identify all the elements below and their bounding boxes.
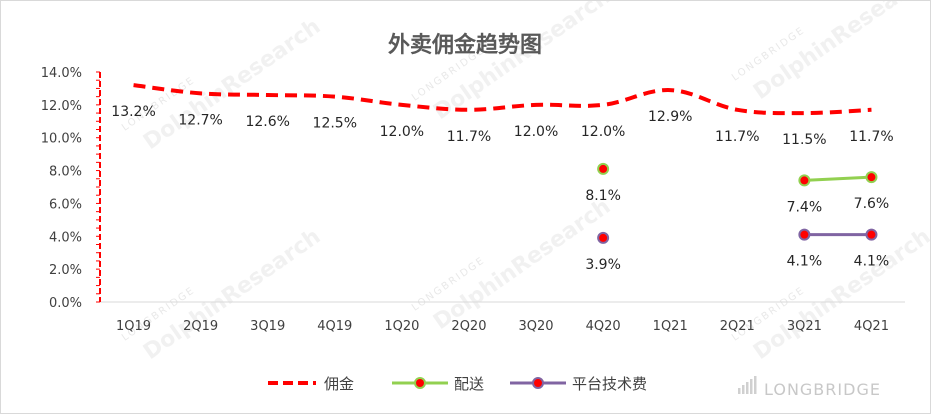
data-label-commission: 12.7%	[178, 112, 222, 128]
x-tick-label: 3Q21	[787, 319, 822, 334]
data-label-commission: 12.5%	[313, 116, 357, 132]
data-label-commission: 11.7%	[715, 129, 759, 145]
data-label-tech-fee: 4.1%	[787, 254, 823, 270]
y-tick-label: 12.0%	[41, 99, 82, 114]
x-tick-label: 4Q21	[854, 319, 889, 334]
legend-label-tech-fee: 平台技术费	[572, 375, 647, 393]
x-tick-label: 2Q20	[451, 319, 486, 334]
data-label-commission: 12.0%	[581, 124, 625, 140]
data-label-commission: 12.0%	[380, 124, 424, 140]
x-tick-label: 1Q19	[116, 319, 151, 334]
x-tick-label: 1Q20	[384, 319, 419, 334]
x-tick-label: 3Q20	[519, 319, 554, 334]
y-tick-label: 14.0%	[41, 66, 82, 81]
y-tick-label: 6.0%	[49, 197, 82, 212]
data-label-commission: 12.9%	[648, 109, 692, 125]
data-label-commission: 11.5%	[782, 132, 826, 148]
data-label-commission: 12.0%	[514, 124, 558, 140]
brand-logo-bar	[750, 379, 753, 394]
data-label-commission: 12.6%	[245, 114, 289, 130]
watermark-text: DolphinResearch	[139, 14, 325, 155]
y-tick-label: 0.0%	[49, 296, 82, 311]
data-label-tech-fee: 4.1%	[854, 254, 890, 270]
series-point-tech-fee	[798, 228, 811, 241]
series-point-tech-fee	[597, 231, 610, 244]
watermark-text: DolphinResearch	[139, 224, 325, 365]
series-point-delivery	[798, 174, 811, 187]
x-tick-label: 3Q19	[250, 319, 285, 334]
y-tick-label: 10.0%	[41, 132, 82, 147]
series-point-tech-fee	[865, 228, 878, 241]
data-label-commission: 11.7%	[447, 129, 491, 145]
data-label-delivery: 7.4%	[787, 199, 823, 215]
data-label-tech-fee: 3.9%	[585, 257, 621, 273]
data-label-delivery: 8.1%	[585, 188, 621, 204]
x-tick-label: 4Q20	[586, 319, 621, 334]
series-point-delivery	[597, 162, 610, 175]
chart-title: 外卖佣金趋势图	[388, 32, 542, 58]
y-tick-label: 2.0%	[49, 263, 82, 278]
brand-logo-bar	[746, 382, 749, 394]
x-tick-label: 1Q21	[653, 319, 688, 334]
x-tick-label: 4Q19	[317, 319, 352, 334]
data-label-delivery: 7.6%	[854, 196, 890, 212]
series-line-delivery	[804, 175, 872, 182]
data-label-commission: 11.7%	[849, 129, 893, 145]
data-label-commission: 13.2%	[111, 104, 155, 120]
series-line-commission	[133, 83, 872, 116]
watermark-text: DolphinResearch	[749, 224, 931, 365]
legend-marker-tech-fee	[532, 377, 544, 389]
brand-logo-text: LONGBRIDGE	[764, 380, 881, 399]
x-tick-label: 2Q21	[720, 319, 755, 334]
legend-label-delivery: 配送	[454, 375, 484, 393]
x-tick-label: 2Q19	[183, 319, 218, 334]
series-point-delivery	[865, 171, 878, 184]
legend-marker-delivery	[414, 377, 426, 389]
brand-logo-bar	[754, 376, 757, 394]
y-tick-label: 4.0%	[49, 230, 82, 245]
legend-label-commission: 佣金	[324, 375, 354, 393]
brand-logo-bar	[738, 388, 741, 394]
y-tick-label: 8.0%	[49, 165, 82, 180]
brand-logo-bar	[742, 385, 745, 394]
